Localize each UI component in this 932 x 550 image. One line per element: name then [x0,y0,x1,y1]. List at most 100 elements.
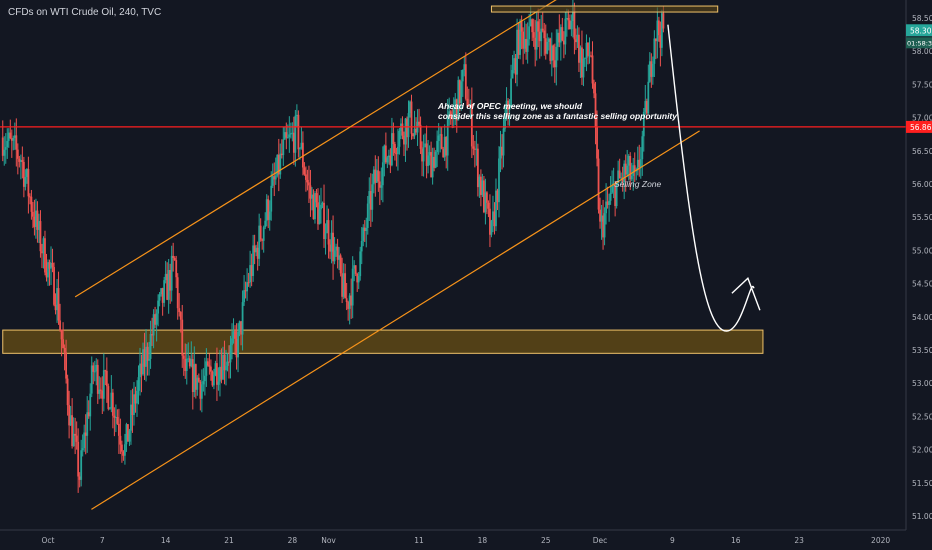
candle-body [200,384,203,399]
candle-body [188,358,191,367]
candle-body [42,238,45,254]
candle-body [13,135,16,138]
price-tick-label: 57.50 [912,80,932,89]
candle-body [213,375,215,386]
candle-body [303,167,306,175]
selling-zone-box[interactable] [490,5,719,13]
candle-body [231,338,233,346]
candle-body [98,389,101,394]
opec-annotation[interactable]: Ahead of OPEC meeting, we should conside… [438,101,677,121]
candle-body [270,185,273,212]
drawings-layer[interactable] [0,0,906,510]
candle-body [305,174,307,180]
candle-body [217,381,220,385]
candle-body [424,143,426,148]
candle-body [105,370,108,387]
candle-body [662,13,665,29]
candle-body [187,358,190,360]
price-badges: 58.30 01:58:32 56.86 [906,24,932,133]
candle-body [125,424,128,445]
candle-body [295,114,298,116]
candle-body [1,137,4,156]
symbol-title[interactable]: CFDs on WTI Crude Oil, 240, TVC [8,7,162,18]
candle-body [12,137,15,141]
candle-body [531,19,534,33]
candle-body [540,28,543,42]
candle-body [657,20,660,36]
candle-body [472,146,475,149]
candle-body [621,177,624,183]
candle-body [53,267,55,305]
candle-body [632,165,635,176]
candle-body [9,132,12,139]
candle-body [167,269,170,300]
candle-body [24,177,27,187]
candle-body [134,394,137,404]
candle-body [460,81,463,104]
candle-body [59,320,61,330]
candle-body [300,142,303,149]
candle-body [282,139,285,156]
candle-body [252,245,255,276]
candle-body [422,147,425,162]
price-tick-label: 58.00 [912,47,932,56]
candle-body [504,116,506,129]
channel-lower-line[interactable] [91,130,700,510]
candle-body [148,358,150,361]
candle-body [110,392,113,409]
candle-body [593,83,595,94]
candle-body [650,61,653,77]
candle-body [114,417,117,419]
candle-body [642,111,645,137]
candle-body [425,143,428,166]
candle-body [495,190,497,227]
candle-body [475,148,478,150]
candle-body [478,176,481,188]
candle-body [464,64,467,99]
candle-body [279,153,282,175]
candle-body [398,130,401,147]
candle-body [590,55,592,57]
selling-zone-label[interactable]: Selling Zone [614,179,662,189]
candle-body [48,262,51,269]
projection-layer[interactable] [667,24,761,332]
time-tick-label: Dec [593,536,608,545]
candle-body [410,101,413,134]
projection-curve[interactable] [667,24,755,332]
candle-body [561,27,564,41]
candle-body [51,262,54,268]
candle-body [280,153,283,156]
candle-body [163,280,166,303]
support-zone[interactable] [2,329,764,354]
candle-body [486,192,488,203]
projection-arrowhead[interactable] [731,277,761,311]
price-tick-label: 53.00 [912,379,932,388]
price-tick-label: 55.50 [912,213,932,222]
time-tick-label: Nov [321,536,336,545]
candle-body [584,57,586,59]
candle-body [588,55,591,57]
candle-body [265,199,268,221]
channel-upper-line[interactable] [74,0,591,298]
candle-body [401,123,404,136]
candle-body [442,148,445,158]
candle-body [342,273,345,297]
candle-body [418,121,420,125]
candle-body [565,18,568,20]
candle-body [648,61,651,82]
candle-body [629,155,632,180]
time-tick-label: 25 [541,536,551,545]
time-axis[interactable]: Oct7142128Nov111825Dec9162320207 [0,529,932,545]
candle-body [514,58,517,75]
candle-body [644,101,647,112]
candle-body [122,451,125,456]
price-axis[interactable]: 51.00 51.50 52.00 52.50 53.00 53.50 54.00 54.50… [905,0,932,530]
support-zone-layer[interactable] [2,329,764,354]
candle-body [498,158,500,203]
candle-body [50,262,52,269]
candle-body [259,225,262,240]
candle-body [445,136,448,156]
candle-body [394,144,396,154]
candle-body [656,20,659,42]
